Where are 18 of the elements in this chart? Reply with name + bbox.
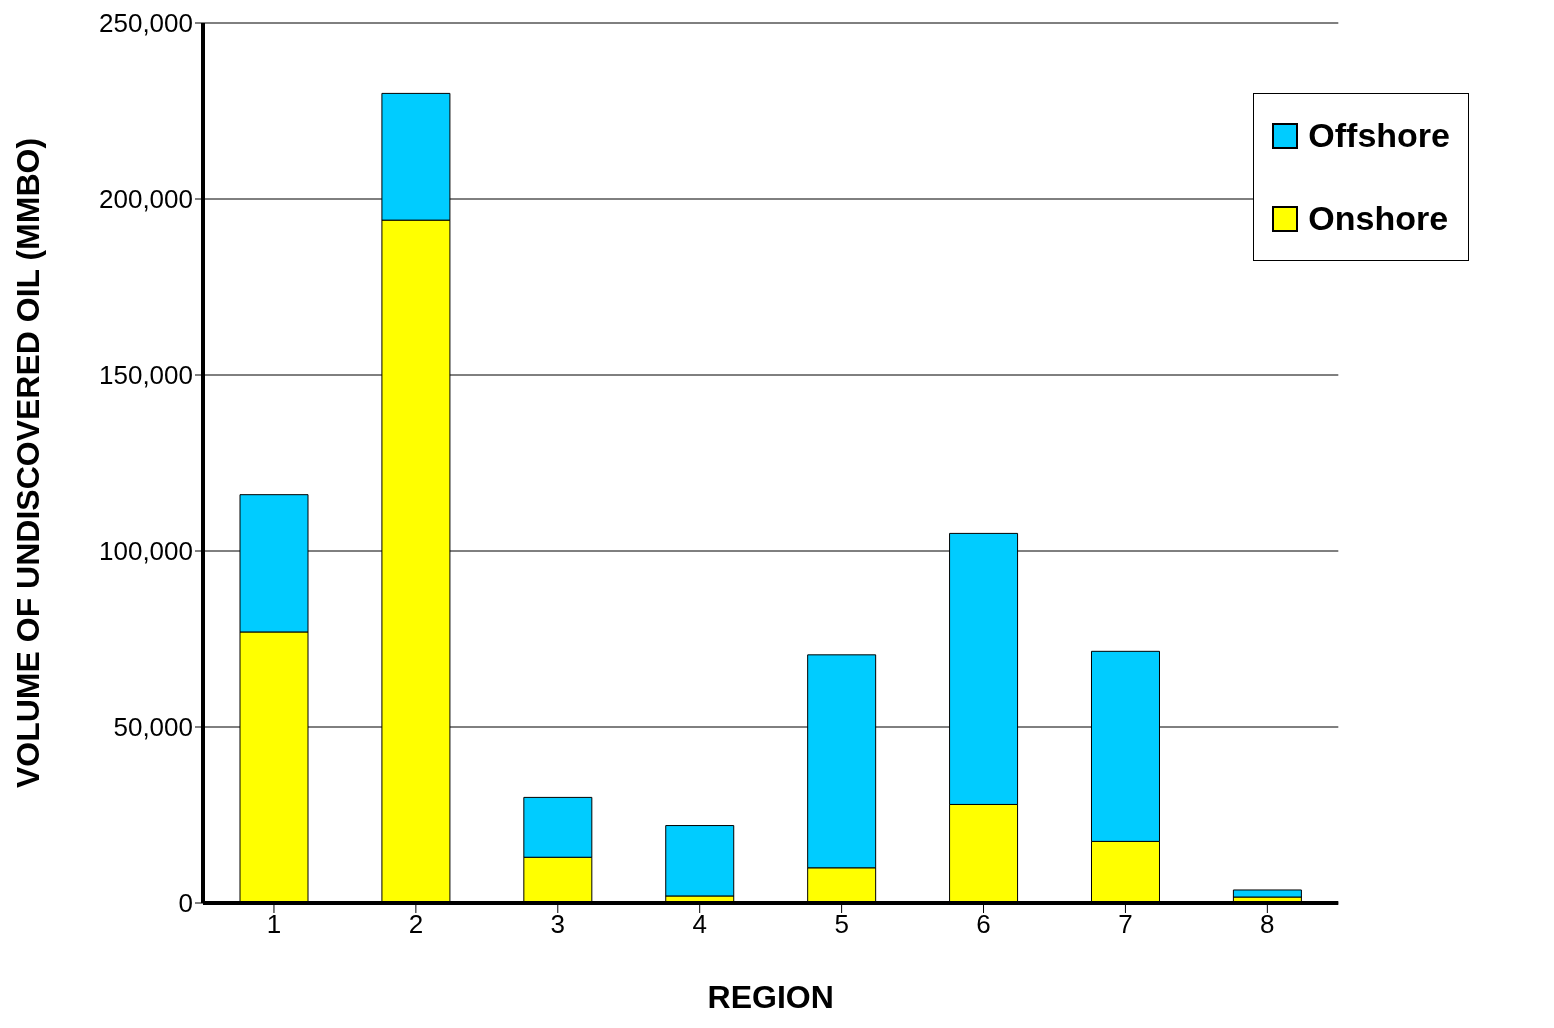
y-tick-label: 0 bbox=[178, 888, 193, 919]
x-tick-label: 6 bbox=[976, 909, 991, 940]
x-tick-label: 5 bbox=[834, 909, 849, 940]
x-tick-label: 7 bbox=[1118, 909, 1133, 940]
x-tick-label: 4 bbox=[692, 909, 707, 940]
x-axis-title: REGION bbox=[707, 979, 834, 1015]
y-tick-label: 50,000 bbox=[113, 712, 193, 743]
x-tick-label: 3 bbox=[550, 909, 566, 940]
y-tick-label: 250,000 bbox=[99, 8, 193, 39]
legend-label: Offshore bbox=[1308, 116, 1450, 155]
legend-label: Onshore bbox=[1308, 199, 1449, 238]
x-tick-label: 8 bbox=[1260, 909, 1275, 940]
y-tick-label: 200,000 bbox=[99, 184, 193, 215]
y-axis-title: VOLUME OF UNDISCOVERED OIL (MMBO) bbox=[10, 137, 47, 789]
x-tick-label: 2 bbox=[408, 909, 424, 940]
y-tick-label: 100,000 bbox=[99, 536, 193, 567]
y-tick-label: 150,000 bbox=[99, 360, 193, 391]
x-tick-label: 1 bbox=[266, 909, 282, 940]
